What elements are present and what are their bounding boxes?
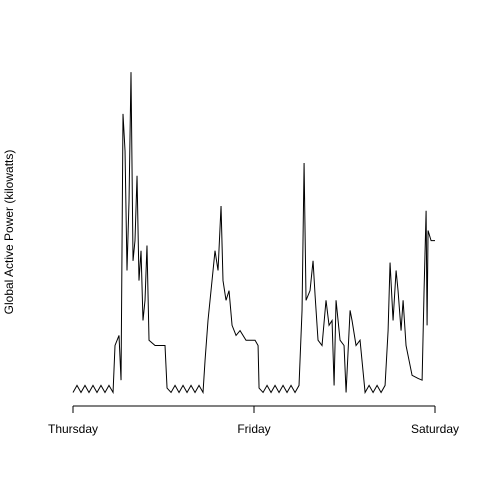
- x-tick-label: Friday: [237, 422, 270, 436]
- y-axis-label: Global Active Power (kilowatts): [2, 150, 16, 315]
- power-line: [72, 72, 435, 395]
- x-tick-label: Thursday: [48, 422, 98, 436]
- x-tick-label: Saturday: [411, 422, 459, 436]
